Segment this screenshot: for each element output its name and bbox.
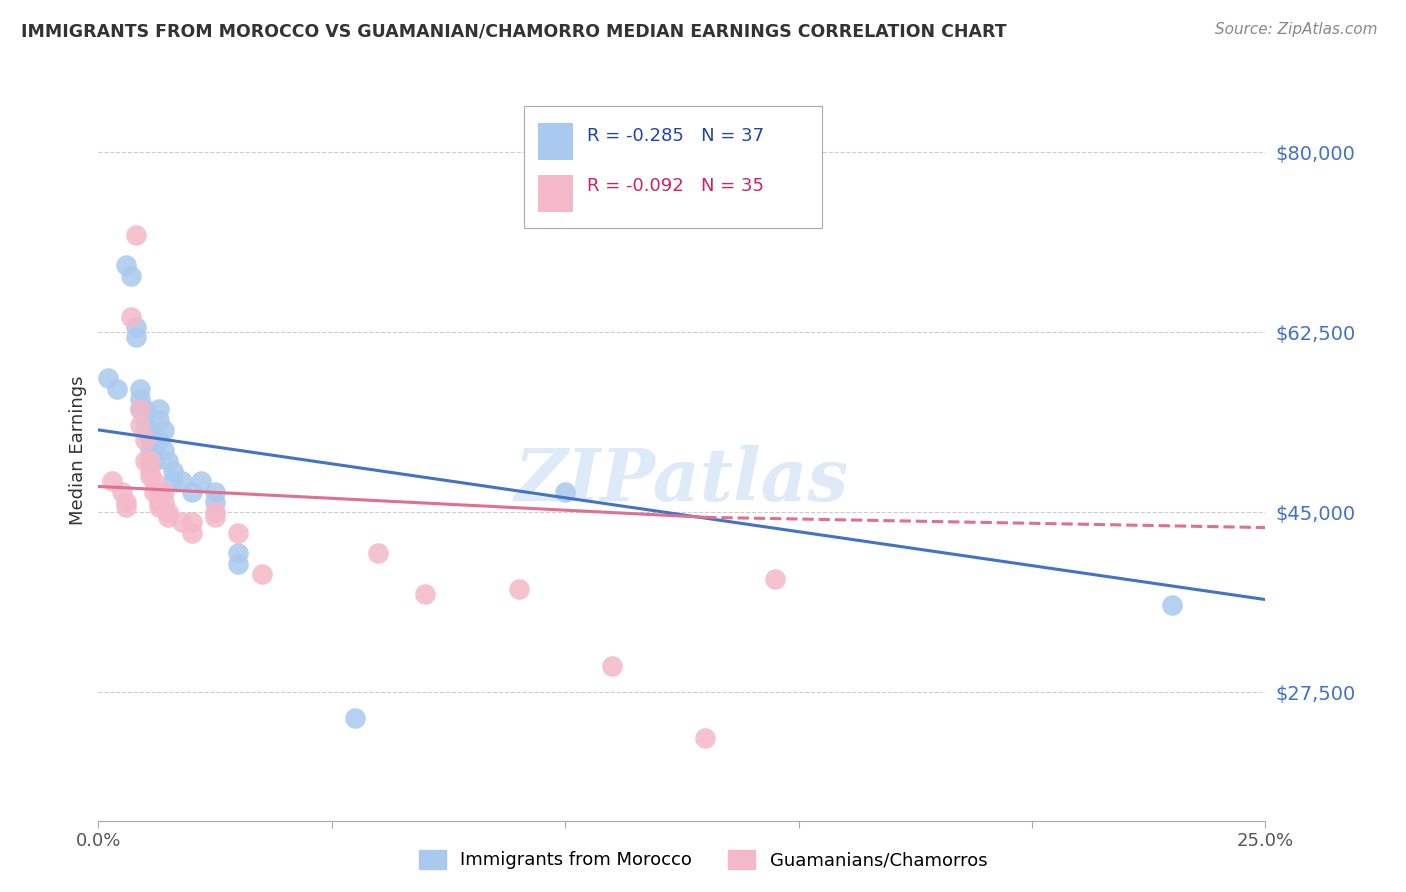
Point — [508, 582, 530, 597]
Point — [600, 659, 623, 673]
Point — [143, 433, 166, 447]
Text: ZIPatlas: ZIPatlas — [515, 444, 849, 516]
Point — [148, 412, 170, 426]
Point — [139, 454, 162, 468]
Point — [180, 484, 202, 499]
Point — [115, 500, 138, 514]
Point — [148, 495, 170, 509]
Point — [180, 516, 202, 530]
Point — [129, 402, 152, 417]
Point — [143, 475, 166, 489]
Point — [152, 443, 174, 458]
Point — [228, 546, 250, 560]
Point — [111, 484, 134, 499]
Point — [344, 711, 367, 725]
Legend: Immigrants from Morocco, Guamanians/Chamorros: Immigrants from Morocco, Guamanians/Cham… — [409, 841, 997, 879]
Point — [139, 469, 162, 483]
Point — [143, 484, 166, 499]
Text: IMMIGRANTS FROM MOROCCO VS GUAMANIAN/CHAMORRO MEDIAN EARNINGS CORRELATION CHART: IMMIGRANTS FROM MOROCCO VS GUAMANIAN/CHA… — [21, 22, 1007, 40]
Point — [695, 731, 717, 746]
Point — [134, 423, 156, 437]
Point — [139, 423, 162, 437]
Point — [152, 484, 174, 499]
Point — [250, 566, 273, 581]
Point — [134, 402, 156, 417]
Point — [157, 505, 180, 519]
Point — [120, 268, 142, 283]
Point — [554, 484, 576, 499]
Point — [204, 510, 226, 524]
Point — [763, 572, 786, 586]
Point — [152, 495, 174, 509]
Point — [143, 443, 166, 458]
Point — [101, 475, 124, 489]
Point — [129, 382, 152, 396]
Point — [139, 443, 162, 458]
Point — [97, 371, 120, 385]
Point — [115, 495, 138, 509]
Point — [152, 423, 174, 437]
Point — [139, 454, 162, 468]
Point — [204, 484, 226, 499]
Point — [105, 382, 128, 396]
Y-axis label: Median Earnings: Median Earnings — [69, 376, 87, 525]
Point — [120, 310, 142, 324]
FancyBboxPatch shape — [538, 123, 574, 160]
Point — [148, 402, 170, 417]
Point — [139, 464, 162, 478]
FancyBboxPatch shape — [538, 175, 574, 212]
Point — [125, 330, 148, 344]
Point — [157, 454, 180, 468]
Point — [129, 402, 152, 417]
Point — [134, 412, 156, 426]
Text: Source: ZipAtlas.com: Source: ZipAtlas.com — [1215, 22, 1378, 37]
FancyBboxPatch shape — [524, 106, 823, 228]
Point — [228, 557, 250, 571]
Point — [172, 475, 194, 489]
Point — [125, 320, 148, 334]
Point — [125, 227, 148, 242]
Point — [162, 475, 184, 489]
Point — [190, 475, 212, 489]
Point — [172, 516, 194, 530]
Text: R = -0.092   N = 35: R = -0.092 N = 35 — [588, 178, 765, 195]
Point — [1161, 598, 1184, 612]
Point — [148, 500, 170, 514]
Point — [134, 454, 156, 468]
Point — [129, 392, 152, 406]
Point — [115, 259, 138, 273]
Point — [134, 433, 156, 447]
Point — [204, 495, 226, 509]
Point — [367, 546, 389, 560]
Point — [162, 464, 184, 478]
Point — [228, 525, 250, 540]
Point — [143, 454, 166, 468]
Point — [204, 505, 226, 519]
Point — [148, 484, 170, 499]
Point — [180, 525, 202, 540]
Point — [157, 510, 180, 524]
Point — [148, 433, 170, 447]
Point — [413, 587, 436, 601]
Point — [139, 433, 162, 447]
Text: R = -0.285   N = 37: R = -0.285 N = 37 — [588, 128, 765, 145]
Point — [129, 417, 152, 432]
